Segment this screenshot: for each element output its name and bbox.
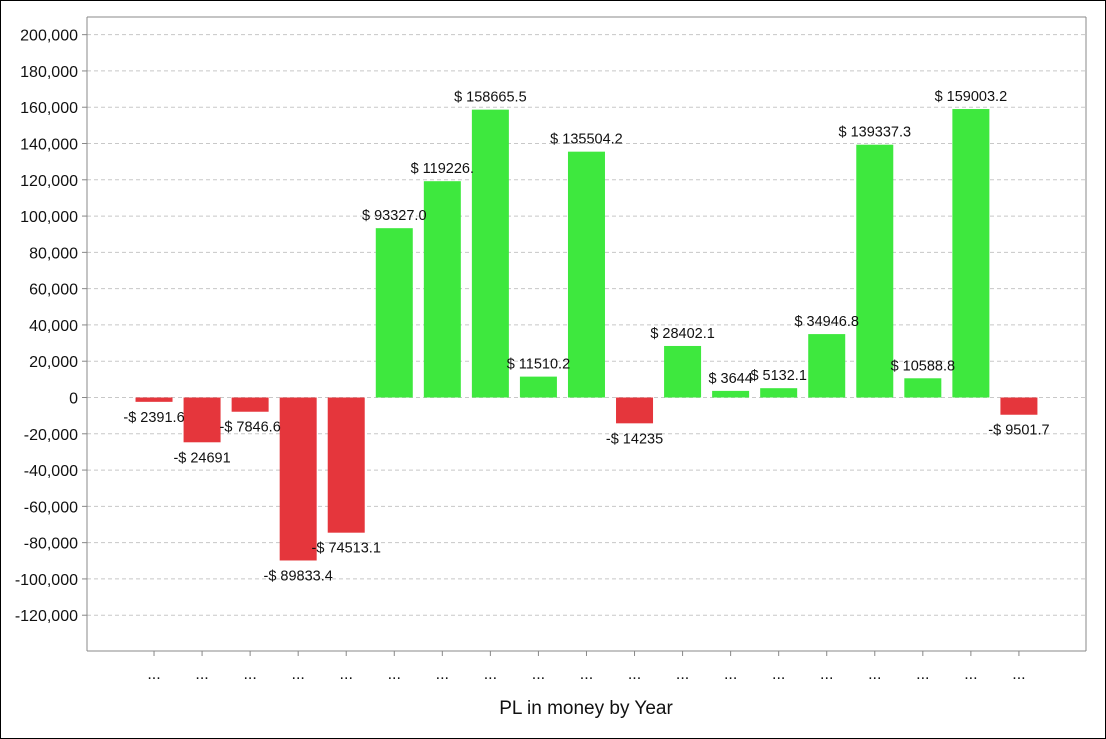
x-tick-label: ... bbox=[724, 666, 737, 683]
x-tick-label: ... bbox=[676, 666, 689, 683]
x-tick-label: ... bbox=[147, 666, 160, 683]
y-axis-ticks: 200,000 180,000 160,000 140,000 120,000 100,0… bbox=[15, 28, 87, 625]
y-tick-label: 140,000 bbox=[20, 137, 78, 154]
data-label: $ 119226. bbox=[411, 161, 474, 177]
x-tick-label: ... bbox=[916, 666, 929, 683]
x-axis-title: PL in money by Year bbox=[499, 698, 673, 719]
y-tick-label: 40,000 bbox=[29, 318, 78, 335]
y-tick-label: 0 bbox=[69, 391, 78, 408]
data-label: $ 28402.1 bbox=[650, 326, 715, 342]
y-tick-label: 160,000 bbox=[20, 100, 78, 117]
bar bbox=[231, 397, 269, 412]
bar bbox=[808, 334, 846, 398]
y-tick-label: -80,000 bbox=[24, 536, 78, 553]
data-label: -$ 89833.4 bbox=[264, 568, 333, 584]
bar bbox=[664, 345, 702, 398]
data-label: $ 11510.2 bbox=[507, 357, 570, 373]
y-tick-label: 80,000 bbox=[29, 245, 78, 262]
x-tick-label: ... bbox=[436, 666, 449, 683]
bar bbox=[904, 378, 942, 398]
data-label: $ 34946.8 bbox=[794, 314, 859, 330]
data-label: -$ 7846.6 bbox=[219, 420, 280, 436]
bar bbox=[712, 390, 750, 398]
bars bbox=[135, 109, 1038, 561]
x-tick-label: ... bbox=[964, 666, 977, 683]
y-tick-label: -60,000 bbox=[24, 499, 78, 516]
data-label: -$ 2391.6 bbox=[123, 410, 184, 426]
x-tick-label: ... bbox=[195, 666, 208, 683]
y-tick-label: 120,000 bbox=[20, 173, 78, 190]
x-tick-label: ... bbox=[580, 666, 593, 683]
bar bbox=[183, 397, 221, 443]
bar bbox=[471, 109, 509, 398]
y-tick-label: 60,000 bbox=[29, 282, 78, 299]
data-label: -$ 14235 bbox=[606, 431, 663, 447]
data-label: $ 158665.5 bbox=[454, 90, 527, 106]
x-tick-label: ... bbox=[820, 666, 833, 683]
x-tick-label: ... bbox=[340, 666, 353, 683]
x-tick-label: ... bbox=[628, 666, 641, 683]
x-tick-label: ... bbox=[484, 666, 497, 683]
bar bbox=[135, 397, 173, 402]
y-tick-label: 180,000 bbox=[20, 64, 78, 81]
bar bbox=[423, 181, 461, 398]
y-tick-label: -100,000 bbox=[15, 572, 78, 589]
data-label: $ 135504.2 bbox=[550, 132, 623, 148]
data-label: $ 93327.0 bbox=[362, 208, 427, 224]
x-tick-label: ... bbox=[772, 666, 785, 683]
bar bbox=[327, 397, 365, 533]
y-tick-label: -20,000 bbox=[24, 427, 78, 444]
bar bbox=[567, 151, 605, 398]
data-label: $ 159003.2 bbox=[935, 89, 1008, 105]
bar bbox=[856, 144, 894, 398]
data-labels: -$ 2391.6 -$ 24691 -$ 7846.6 -$ 89833.4 -$ 7… bbox=[123, 89, 1049, 584]
bar bbox=[519, 376, 557, 398]
x-tick-label: ... bbox=[532, 666, 545, 683]
data-label: $ 139337.3 bbox=[838, 125, 911, 141]
y-tick-label: 20,000 bbox=[29, 354, 78, 371]
bar bbox=[279, 397, 317, 561]
data-label: $ 5132.1 bbox=[750, 368, 806, 384]
bar bbox=[952, 109, 990, 398]
data-label: $ 3644 bbox=[708, 371, 752, 387]
bar bbox=[616, 397, 654, 424]
x-tick-label: ... bbox=[868, 666, 881, 683]
y-tick-label: -120,000 bbox=[15, 608, 78, 625]
bar bbox=[375, 228, 413, 398]
x-tick-label: ... bbox=[388, 666, 401, 683]
y-tick-label: -40,000 bbox=[24, 463, 78, 480]
bar bbox=[760, 388, 798, 398]
data-label: -$ 9501.7 bbox=[988, 423, 1049, 439]
x-tick-label: ... bbox=[1012, 666, 1025, 683]
bar bbox=[1000, 397, 1038, 415]
x-tick-label: ... bbox=[292, 666, 305, 683]
y-tick-label: 200,000 bbox=[20, 28, 78, 45]
data-label: -$ 24691 bbox=[173, 450, 230, 466]
x-tick-label: ... bbox=[243, 666, 256, 683]
x-axis-ticks: ........................................… bbox=[147, 651, 1026, 683]
data-label: -$ 74513.1 bbox=[312, 541, 381, 557]
data-label: $ 10588.8 bbox=[891, 358, 956, 374]
y-tick-label: 100,000 bbox=[20, 209, 78, 226]
